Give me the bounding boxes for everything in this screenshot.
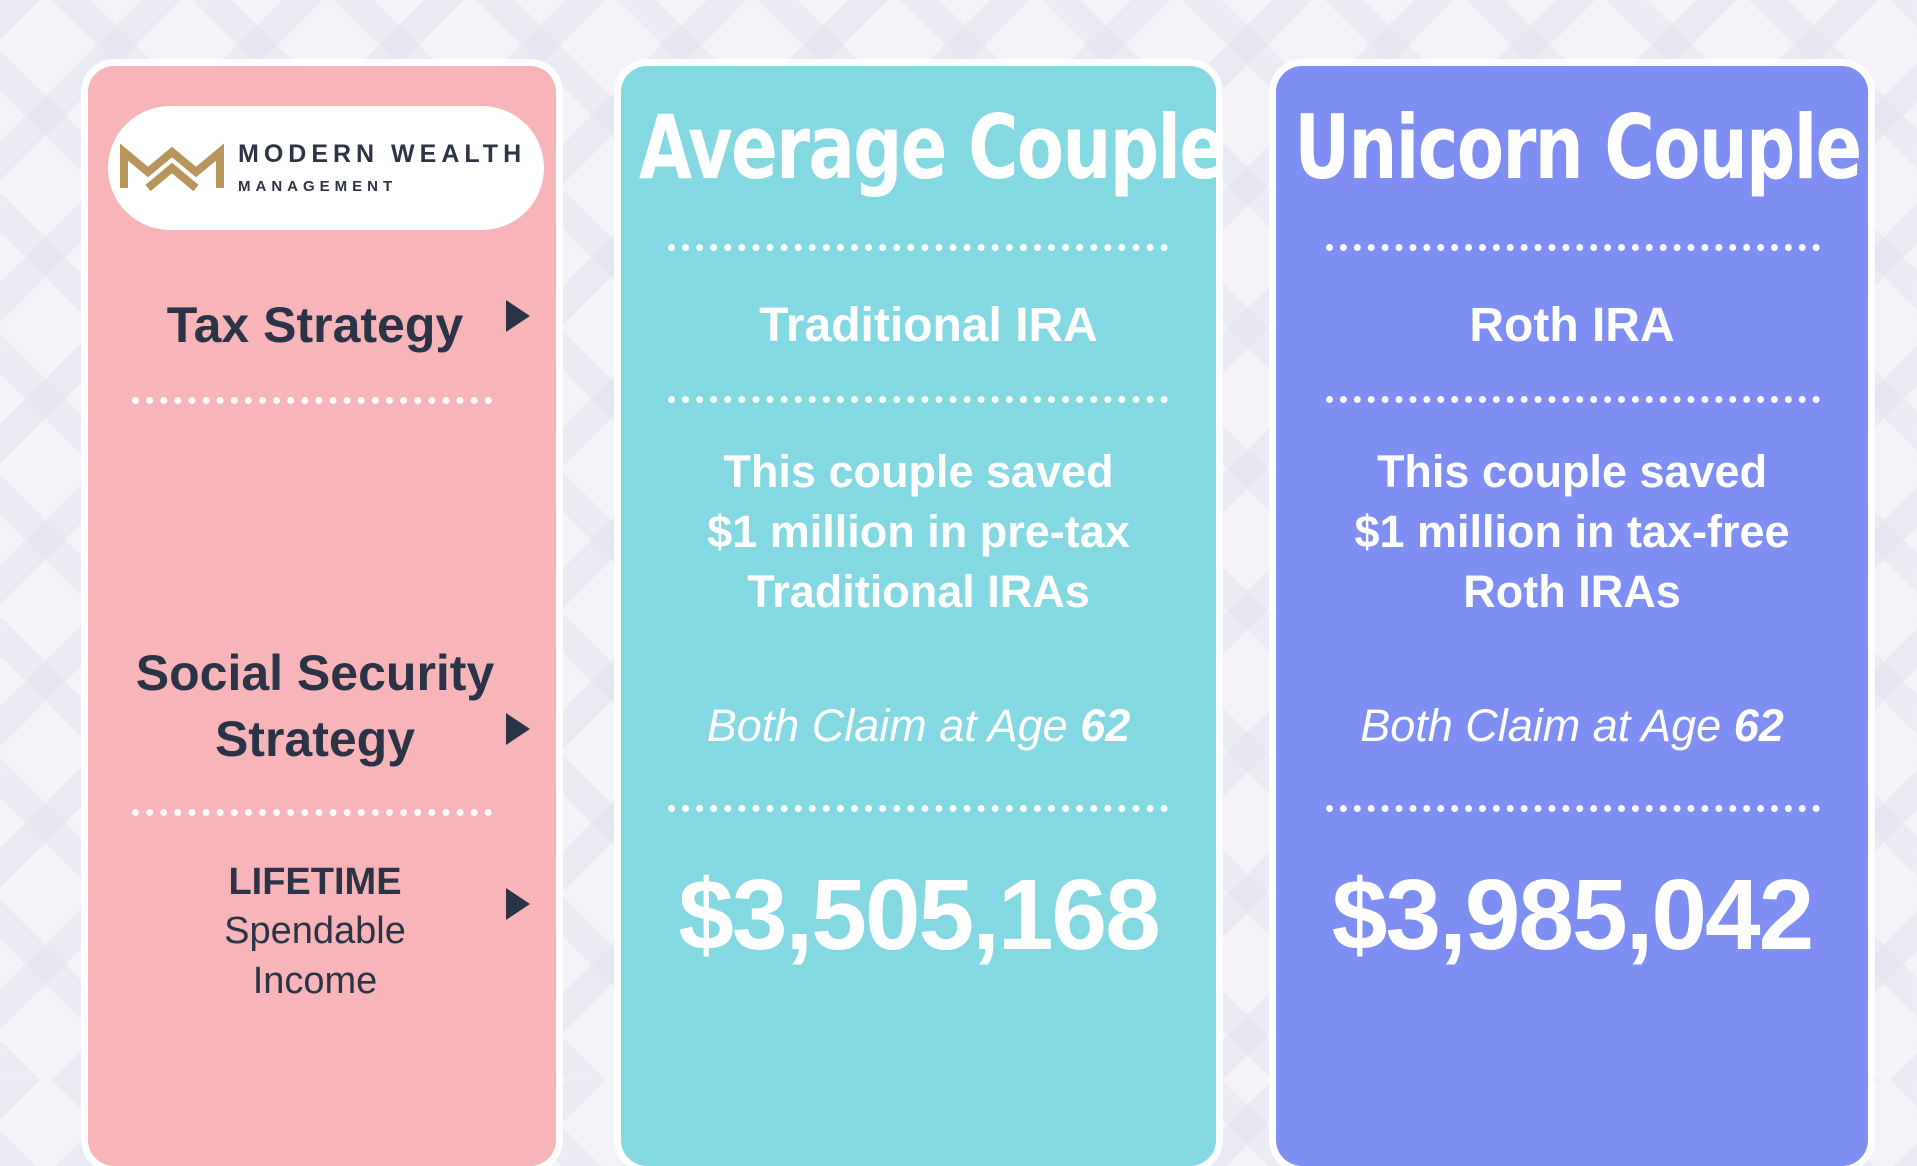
lifetime-label-line3: Income — [252, 960, 378, 1002]
lifetime-label-line2: Spendable — [224, 910, 406, 952]
average-tax-strategy: Traditional IRA — [759, 299, 1098, 352]
ss-strategy-arrow-icon — [506, 713, 530, 745]
labels-column — [88, 66, 556, 1166]
modern-wealth-logo-icon — [120, 143, 224, 192]
unicorn-claim-prefix: Both Claim at Age — [1360, 700, 1722, 751]
unicorn-description-line2: $1 million in tax-free — [1354, 506, 1790, 557]
left-divider-1 — [132, 397, 492, 404]
logo-name: MODERN WEALTH — [238, 140, 527, 168]
logo-subtitle: MANAGEMENT — [238, 178, 398, 195]
unicorn-divider-2 — [1326, 396, 1820, 403]
logo: MODERN WEALTH MANAGEMENT — [108, 106, 544, 230]
ss-strategy-label: Social Security Strategy — [110, 640, 520, 772]
unicorn-description-line1: This couple saved — [1376, 446, 1768, 497]
ss-strategy-label-line2: Strategy — [214, 711, 416, 767]
unicorn-claim-age-value: 62 — [1733, 700, 1784, 751]
average-divider-2 — [668, 396, 1168, 403]
average-claim-age-value: 62 — [1080, 700, 1131, 751]
average-description-line3: Traditional IRAs — [747, 566, 1090, 617]
tax-strategy-label: Tax Strategy — [166, 297, 464, 353]
lifetime-income-label: LIFETIME Spendable Income — [110, 858, 520, 1006]
average-description-line1: This couple saved — [723, 446, 1114, 497]
average-couple-title: Average Couple — [638, 96, 1226, 199]
unicorn-tax-strategy: Roth IRA — [1469, 299, 1675, 352]
average-claim-age: Both Claim at Age 62 — [621, 700, 1216, 752]
average-description: This couple saved $1 million in pre-tax … — [621, 442, 1216, 622]
unicorn-description-line3: Roth IRAs — [1463, 566, 1681, 617]
unicorn-couple-title: Unicorn Couple — [1294, 96, 1862, 199]
unicorn-claim-age: Both Claim at Age 62 — [1276, 700, 1868, 752]
unicorn-description: This couple saved $1 million in tax-free… — [1276, 442, 1868, 622]
average-claim-prefix: Both Claim at Age — [706, 700, 1068, 751]
unicorn-divider-1 — [1326, 244, 1820, 251]
left-divider-2 — [132, 809, 492, 816]
average-divider-3 — [668, 805, 1168, 812]
ss-strategy-label-line1: Social Security — [135, 645, 495, 701]
lifetime-income-arrow-icon — [506, 888, 530, 920]
average-lifetime-income: $3,505,168 — [678, 859, 1161, 971]
lifetime-label-line1: LIFETIME — [228, 861, 402, 903]
average-divider-1 — [668, 244, 1168, 251]
tax-strategy-arrow-icon — [506, 300, 530, 332]
unicorn-divider-3 — [1326, 805, 1820, 812]
unicorn-lifetime-income: $3,985,042 — [1331, 859, 1815, 971]
average-description-line2: $1 million in pre-tax — [707, 506, 1130, 557]
